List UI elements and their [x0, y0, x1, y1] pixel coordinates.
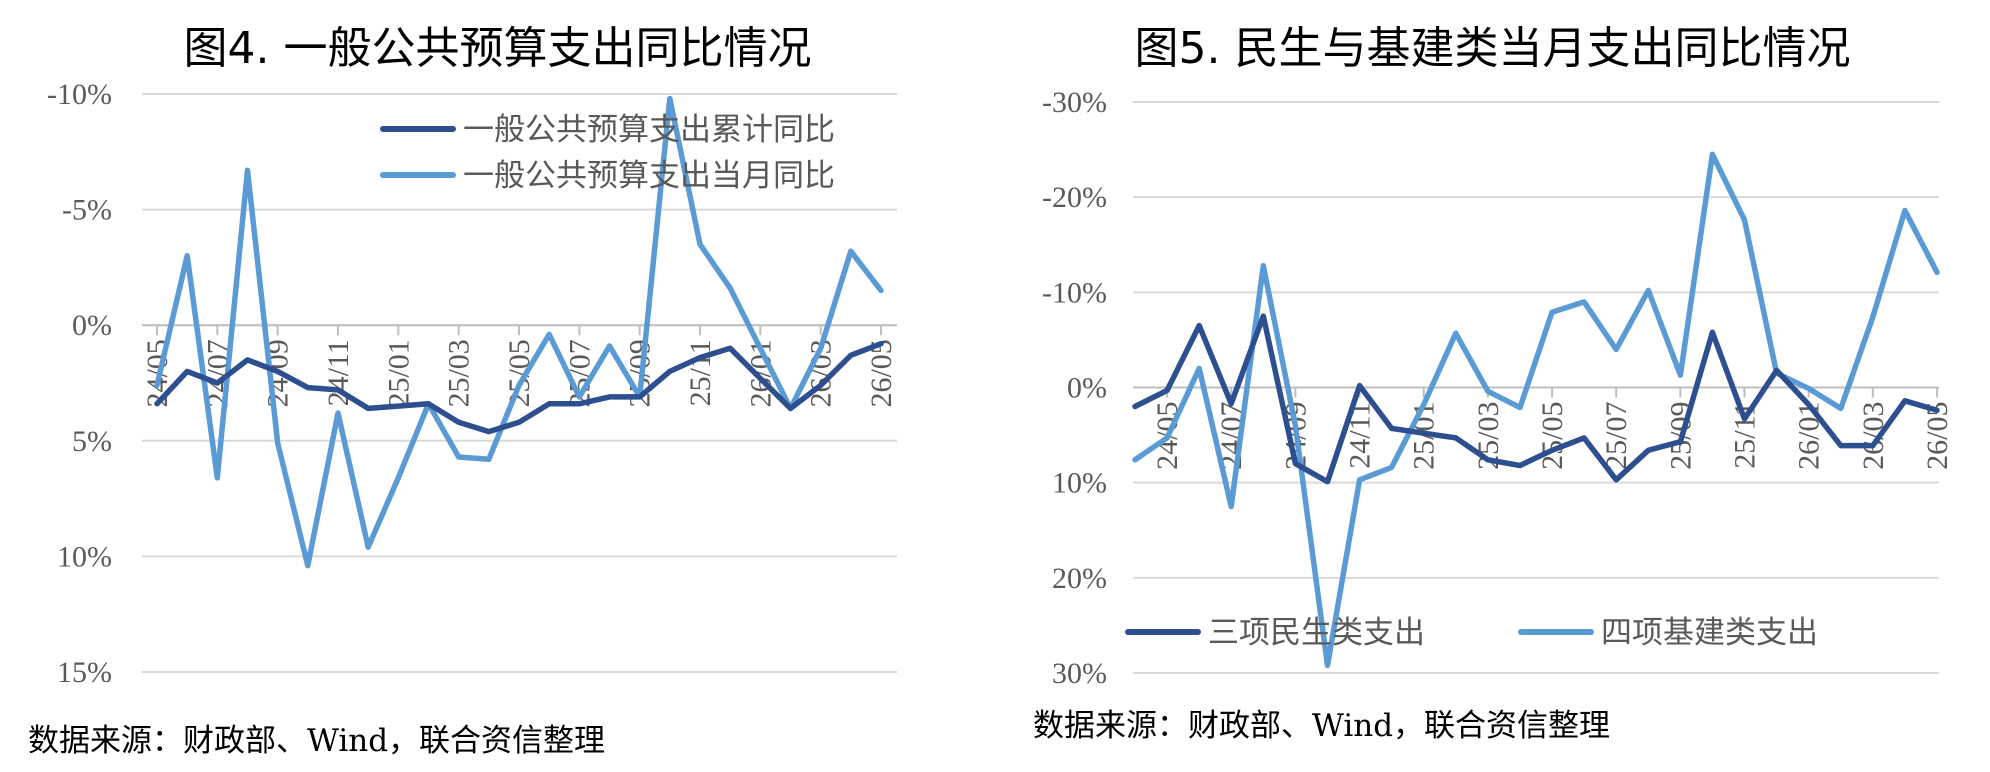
series-line	[1132, 151, 1940, 669]
series-line	[154, 340, 884, 435]
chart-panel-left: 图4. 一般公共预算支出同比情况 15% 10% 5% 0% -5% -10% 24/05 2…	[28, 23, 898, 759]
y-tick-label: 5%	[72, 425, 112, 458]
series-line	[1132, 313, 1940, 485]
y-tick-label: -10%	[1042, 276, 1107, 309]
x-tick-label: 25/07	[1600, 402, 1633, 470]
line-chart-left: 15%10%5%0%-5%-10%24/05 24/07 24/09 24/11 25/…	[47, 78, 898, 689]
series-line	[154, 95, 884, 569]
chart-title: 图5. 民生与基建类当月支出同比情况	[1134, 23, 1851, 74]
x-tick-label: 26/03	[1857, 402, 1890, 470]
source-note: 数据来源：财政部、Wind，联合资信整理	[28, 723, 606, 759]
x-tick-label: 26/01	[1793, 402, 1826, 470]
y-tick-label: -10%	[47, 78, 112, 111]
legend-label: 三项民生类支出	[1208, 615, 1425, 651]
y-tick-label: -30%	[1042, 86, 1107, 119]
legend-label: 四项基建类支出	[1601, 615, 1818, 651]
y-tick-label: -20%	[1042, 181, 1107, 214]
y-tick-label: 10%	[57, 540, 112, 573]
y-tick-label: 30%	[1052, 657, 1107, 690]
chart-panel-right: 图5. 民生与基建类当月支出同比情况 30% 20% 10% 0% -10% -20% -3…	[995, 0, 1990, 772]
source-note: 数据来源：财政部、Wind，联合资信整理	[1033, 708, 1611, 744]
x-tick-label: 25/05	[503, 339, 536, 407]
line-chart-right: 30%20%10%0%-10%-20%-30%24/05 24/07 24/09 24…	[1042, 86, 1954, 690]
x-tick-label: 25/11	[684, 339, 717, 406]
legend-label: 一般公共预算支出当月同比	[463, 158, 835, 194]
x-tick-label: 25/01	[382, 339, 415, 407]
legend-label: 一般公共预算支出累计同比	[463, 112, 835, 148]
y-tick-label: -5%	[62, 194, 112, 227]
y-tick-label: 20%	[1052, 562, 1107, 595]
x-tick-label: 25/11	[1729, 402, 1762, 469]
y-tick-label: 0%	[1067, 372, 1107, 405]
x-tick-label: 25/05	[1536, 402, 1569, 470]
y-tick-label: 10%	[1052, 467, 1107, 500]
chart-title: 图4. 一般公共预算支出同比情况	[183, 23, 812, 74]
y-tick-label: 15%	[57, 656, 112, 689]
y-tick-label: 0%	[72, 309, 112, 342]
x-tick-label: 25/03	[443, 339, 476, 407]
